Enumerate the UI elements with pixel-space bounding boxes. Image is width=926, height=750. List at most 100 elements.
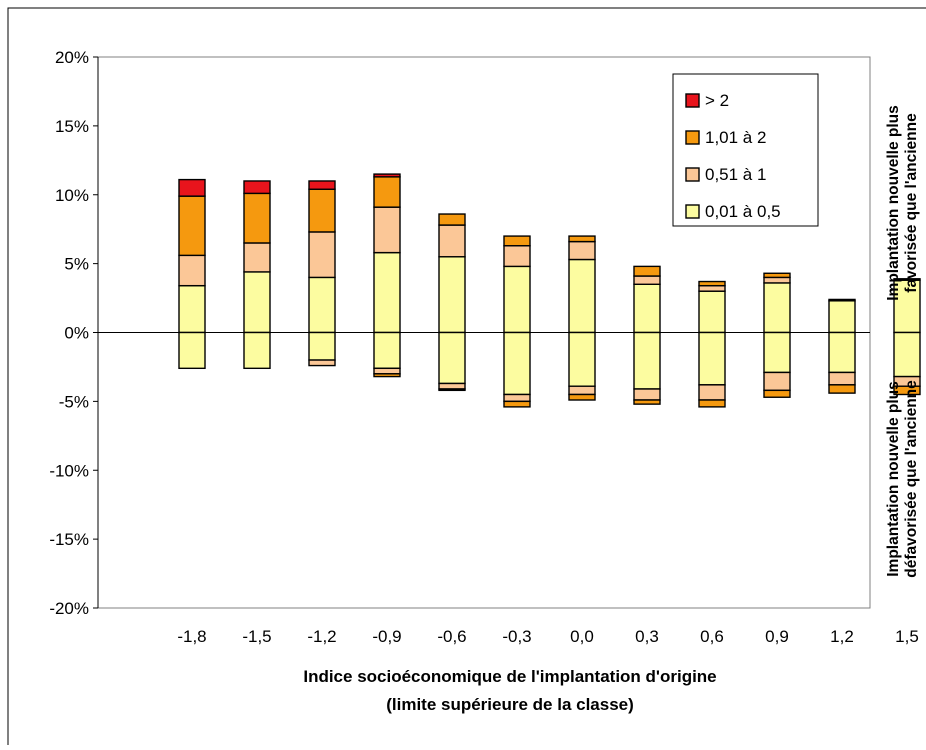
- bar-segment: [698, 290, 726, 334]
- bar-segment: [568, 331, 596, 387]
- bar-segment: [763, 371, 791, 392]
- bar-segment: [373, 367, 401, 375]
- bar-segment: [698, 399, 726, 408]
- x-axis-title-line: Indice socioéconomique de l'implantation…: [303, 667, 716, 686]
- bar-segment: [633, 275, 661, 285]
- y-tick-label: 10%: [55, 186, 89, 205]
- annotation-favorable: Implantation nouvelle plus favorisée que …: [885, 105, 920, 301]
- y-tick-label: 0%: [64, 324, 89, 343]
- legend-label: 1,01 à 2: [705, 128, 766, 147]
- bar-segment: [178, 331, 206, 370]
- x-tick-label: 1,2: [830, 627, 854, 646]
- bar-segment: [438, 382, 466, 390]
- bar-segment: [243, 271, 271, 334]
- bar-segment: [893, 278, 921, 281]
- y-tick-label: 15%: [55, 117, 89, 136]
- bar-segment: [178, 254, 206, 287]
- bar-segment: [633, 265, 661, 277]
- x-tick-label: -1,2: [307, 627, 336, 646]
- bar-segment: [243, 331, 271, 370]
- bar-segment: [243, 180, 271, 195]
- bar-segment: [568, 385, 596, 396]
- bar-segment: [828, 384, 856, 394]
- bar-segment: [568, 235, 596, 243]
- bar-segment: [828, 331, 856, 374]
- legend-label: > 2: [705, 91, 729, 110]
- x-tick-label: 0,6: [700, 627, 724, 646]
- x-axis-title-line: (limite supérieure de la classe): [386, 695, 634, 714]
- bar-segment: [178, 195, 206, 257]
- y-tick-label: -5%: [59, 392, 89, 411]
- bar-segment: [828, 298, 856, 302]
- bar-segment: [568, 393, 596, 401]
- bar-segment: [828, 300, 856, 334]
- bar-segment: [178, 284, 206, 334]
- annotation-line: défavorisée que l'ancienne: [903, 380, 920, 578]
- legend-swatch: [685, 93, 700, 108]
- bar-segment: [763, 331, 791, 374]
- bar-segment: [568, 258, 596, 334]
- x-tick-label: 0,9: [765, 627, 789, 646]
- bar-segment: [633, 331, 661, 390]
- bar-segment: [893, 385, 921, 396]
- x-tick-label: -1,5: [242, 627, 271, 646]
- annotation-unfavorable: Implantation nouvelle plus défavorisée qu…: [885, 380, 920, 578]
- bar-segment: [308, 180, 336, 190]
- bar-segment: [633, 283, 661, 334]
- x-tick-label: 0,3: [635, 627, 659, 646]
- side-annotations: Implantation nouvelle plus favorisée que …: [885, 105, 920, 578]
- legend-swatch: [685, 204, 700, 219]
- y-tick-label: 5%: [64, 255, 89, 274]
- legend-label: 0,51 à 1: [705, 165, 766, 184]
- bar-segment: [373, 251, 401, 334]
- x-tick-label: 0,0: [570, 627, 594, 646]
- bar-segment: [633, 399, 661, 405]
- legend-swatch: [685, 167, 700, 182]
- bar-segment: [438, 213, 466, 226]
- bar-segment: [893, 331, 921, 378]
- x-tick-label: -0,3: [502, 627, 531, 646]
- bar-segment: [633, 388, 661, 401]
- bar-segment: [568, 240, 596, 261]
- bar-segment: [828, 371, 856, 386]
- bar-segment: [698, 331, 726, 386]
- bar-segment: [503, 235, 531, 247]
- bar-series: [178, 173, 921, 408]
- bar-segment: [503, 245, 531, 268]
- bar-segment: [763, 272, 791, 279]
- bar-segment: [243, 242, 271, 273]
- legend: > 2 1,01 à 2 0,51 à 1 0,01 à 0,5: [672, 73, 819, 227]
- bar-segment: [308, 331, 336, 361]
- bar-segment: [308, 188, 336, 233]
- x-axis-label: Indice socioéconomique de l'implantation…: [303, 667, 716, 714]
- bar-segment: [308, 276, 336, 334]
- x-tick-label: -0,6: [437, 627, 466, 646]
- bar-segment: [373, 373, 401, 378]
- bar-segment: [438, 224, 466, 258]
- bar-segment: [373, 206, 401, 254]
- bar-segment: [503, 265, 531, 334]
- y-tick-label: -20%: [49, 599, 89, 618]
- bar-segment: [373, 331, 401, 370]
- bar-segment: [373, 173, 401, 178]
- y-tick-label: -15%: [49, 530, 89, 549]
- bar-segment: [438, 388, 466, 392]
- bar-segment: [178, 178, 206, 197]
- bar-segment: [438, 256, 466, 334]
- annotation-line: favorisée que l'ancienne: [903, 113, 920, 293]
- bar-segment: [503, 331, 531, 396]
- x-tick-label: -1,8: [177, 627, 206, 646]
- y-tick-label: 20%: [55, 48, 89, 67]
- bar-segment: [698, 280, 726, 287]
- bar-segment: [763, 282, 791, 334]
- annotation-line: Implantation nouvelle plus: [885, 381, 902, 577]
- bar-segment: [243, 192, 271, 244]
- bar-segment: [373, 176, 401, 208]
- x-axis: -1,8 -1,5 -1,2 -0,9 -0,6 -0,3 0,0 0,3 0,6 0,9 1,2 1…: [177, 627, 918, 646]
- annotation-line: Implantation nouvelle plus: [885, 105, 902, 301]
- legend-swatch: [685, 130, 700, 145]
- bar-segment: [763, 276, 791, 284]
- bar-segment: [698, 384, 726, 401]
